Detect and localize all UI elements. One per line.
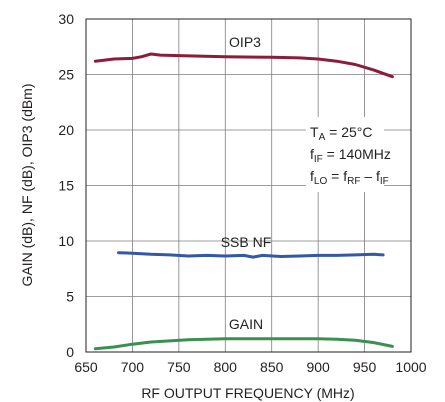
fif-value: = 140MHz [323,146,391,162]
x-tick-label: 700 [121,359,145,375]
condition-fif: fIF = 140MHz [310,146,391,165]
y-tick-label: 5 [66,289,74,305]
x-tick-label: 800 [214,359,238,375]
x-tick-label: 900 [306,359,330,375]
ta-value: = 25°C [325,124,372,140]
gain-line [93,337,394,351]
x-tick-label: 750 [167,359,191,375]
series-layer [93,52,394,351]
y-tick-label: 25 [58,67,74,83]
y-tick-label: 30 [58,11,74,27]
plot-frame [85,18,412,353]
ta-subscript: A [319,132,326,143]
x-tick-label: 1000 [395,359,426,375]
fif-symbol: f [310,146,314,162]
ssb-nf-series-label: SSB NF [221,234,272,250]
fif2-subscript: IF [380,176,389,187]
x-tick-labels: 650 700 750 800 850 900 950 1000 [74,359,426,375]
oip3-series-label: OIP3 [229,34,261,50]
x-axis-title: RF OUTPUT FREQUENCY (MHz) [141,385,354,401]
y-tick-label: 20 [58,122,74,138]
x-tick-label: 650 [74,359,98,375]
x-tick-label: 850 [260,359,284,375]
y-tick-labels: 0 5 10 15 20 25 30 [58,11,74,360]
condition-flo: fLO = fRF – fIF [310,168,389,187]
y-tick-label: 15 [58,178,74,194]
fif-subscript: IF [314,154,323,165]
y-tick-label: 0 [66,344,74,360]
flo-equals: = f [327,168,347,184]
condition-ta: TA = 25°C [310,124,372,143]
x-tick-label: 950 [353,359,377,375]
y-axis-title: GAIN (dB), NF (dB), OIP3 (dBm) [19,83,35,286]
conditions-box [306,117,384,192]
frf-subscript: RF [347,176,360,187]
gain-series-label: GAIN [229,316,263,332]
y-tick-label: 10 [58,233,74,249]
flo-subscript: LO [314,176,328,187]
flo-minus: – f [360,168,380,184]
ta-symbol: T [310,124,319,140]
ssb-nf-line [117,251,385,259]
oip3-line [93,52,394,79]
flo-symbol: f [310,168,314,184]
